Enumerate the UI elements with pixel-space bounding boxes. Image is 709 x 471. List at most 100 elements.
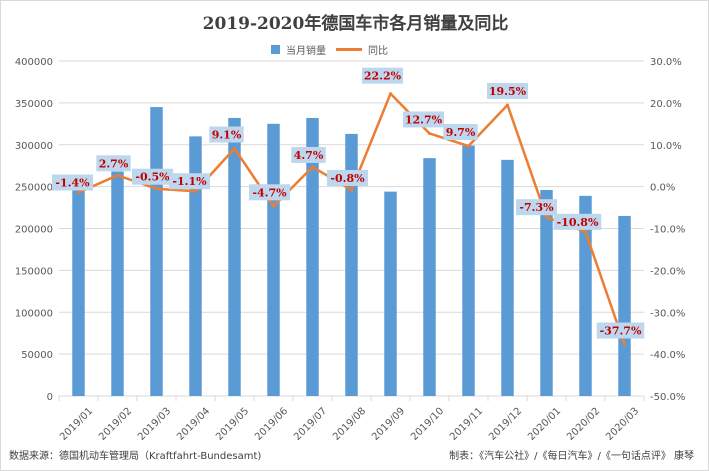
y-right-tick-label: 0.0% <box>650 183 675 194</box>
y-left-tick-label: 100000 <box>15 308 53 319</box>
x-tick-label: 2020/03 <box>604 406 641 443</box>
yoy-point <box>389 92 392 96</box>
sales-bar <box>228 117 241 396</box>
x-tick-label: 2019/07 <box>292 406 329 443</box>
sales-bar <box>267 123 280 396</box>
yoy-point <box>194 189 197 193</box>
yoy-point <box>584 230 587 234</box>
y-right-tick-label: -40.0% <box>650 350 685 361</box>
x-tick-label: 2019/11 <box>448 406 485 443</box>
yoy-data-label: 19.5% <box>489 85 527 98</box>
x-tick-label: 2019/03 <box>136 406 173 443</box>
x-tick-label: 2019/09 <box>370 406 407 443</box>
yoy-point <box>155 187 158 191</box>
yoy-data-label-box <box>132 168 173 185</box>
yoy-data-label-box <box>52 174 93 191</box>
yoy-point <box>545 215 548 219</box>
sales-bar <box>150 107 163 396</box>
sales-bar <box>618 215 631 396</box>
x-tick-label: 2019/10 <box>409 406 446 443</box>
yoy-data-label-box <box>596 322 645 339</box>
yoy-data-label: -0.8% <box>330 172 365 185</box>
sales-bar <box>501 159 514 396</box>
x-tick-label: 2019/05 <box>214 406 251 443</box>
yoy-data-label: 9.7% <box>446 126 476 139</box>
yoy-data-label: 22.2% <box>364 70 402 83</box>
y-left-tick-label: 150000 <box>15 266 53 277</box>
yoy-data-label-box <box>169 173 210 190</box>
x-tick-label: 2020/02 <box>565 406 602 443</box>
y-left-tick-label: 0 <box>47 392 53 403</box>
y-right-tick-label: -20.0% <box>650 266 685 277</box>
y-left-tick-label: 300000 <box>15 141 53 152</box>
yoy-data-label-box <box>291 146 326 163</box>
sales-bar <box>384 191 397 396</box>
yoy-data-label-box <box>487 82 528 99</box>
sales-bar <box>345 133 358 397</box>
y-right-tick-label: -50.0% <box>650 392 685 403</box>
yoy-data-label-box <box>443 124 478 141</box>
x-tick-label: 2019/02 <box>97 406 134 443</box>
y-right-tick-label: -30.0% <box>650 308 685 319</box>
legend-item-yoy: 同比 <box>336 42 388 57</box>
yoy-data-label: -1.1% <box>172 175 207 188</box>
y-left-tick-label: 200000 <box>15 225 53 236</box>
y-right-tick-label: -10.0% <box>650 225 685 236</box>
yoy-data-label-box <box>327 169 368 186</box>
yoy-point <box>116 173 119 177</box>
yoy-data-label: -10.8% <box>557 216 599 229</box>
x-tick-label: 2020/01 <box>526 406 563 443</box>
yoy-data-label-box <box>403 111 444 128</box>
yoy-point <box>428 131 431 135</box>
sales-bar <box>111 171 124 396</box>
yoy-data-label: -1.4% <box>55 176 90 189</box>
yoy-point <box>311 165 314 169</box>
yoy-data-label-box <box>362 67 403 84</box>
y-left-tick-label: 50000 <box>21 350 53 361</box>
sales-bar <box>462 145 475 396</box>
y-left-tick-label: 250000 <box>15 183 53 194</box>
y-left-tick-label: 400000 <box>15 57 53 68</box>
sales-bar <box>540 189 553 396</box>
yoy-data-label: 2.7% <box>99 157 129 170</box>
sales-bar <box>72 185 85 396</box>
chart-title: 2019-2020年德国车市各月销量及同比 <box>202 14 509 34</box>
yoy-data-label-box <box>516 199 557 216</box>
yoy-data-label: 9.1% <box>212 129 242 142</box>
sales-bar <box>423 158 436 396</box>
legend-label-sales: 当月销量 <box>286 45 326 57</box>
legend: 当月销量 同比 <box>271 41 388 57</box>
yoy-data-label: -7.3% <box>519 201 554 214</box>
legend-label-yoy: 同比 <box>368 45 388 57</box>
credit-note: 制表：《汽车公社》/《每日汽车》/《一句话点评》 康琴 <box>449 451 694 462</box>
yoy-data-label-box <box>553 213 602 230</box>
yoy-point <box>233 147 236 151</box>
y-left-tick-label: 350000 <box>15 99 53 110</box>
y-right-tick-label: 30.0% <box>650 57 682 68</box>
yoy-data-label: -0.5% <box>135 171 170 184</box>
yoy-data-label-box <box>96 155 131 172</box>
x-tick-label: 2019/04 <box>175 406 212 443</box>
yoy-data-label: 4.7% <box>294 149 324 162</box>
legend-swatch-bar <box>271 44 280 54</box>
sales-bar <box>579 195 592 396</box>
yoy-data-label-box <box>209 126 244 143</box>
yoy-point <box>623 342 626 346</box>
yoy-data-label: -37.7% <box>600 324 642 337</box>
yoy-data-label: 12.7% <box>405 113 443 126</box>
yoy-data-label: -4.7% <box>252 186 287 199</box>
yoy-data-label-box <box>249 184 290 201</box>
yoy-point <box>350 188 353 192</box>
legend-swatch-line <box>336 47 362 51</box>
x-tick-label: 2019/08 <box>331 406 368 443</box>
x-tick-label: 2019/06 <box>253 406 290 443</box>
x-tick-label: 2019/01 <box>58 406 95 443</box>
yoy-point <box>506 103 509 107</box>
legend-item-sales: 当月销量 <box>271 42 326 57</box>
x-tick-label: 2019/12 <box>487 406 524 443</box>
yoy-point <box>272 204 275 208</box>
source-note: 数据来源：德国机动车管理局（Kraftfahrt-Bundesamt) <box>9 451 262 462</box>
yoy-point <box>467 144 470 148</box>
